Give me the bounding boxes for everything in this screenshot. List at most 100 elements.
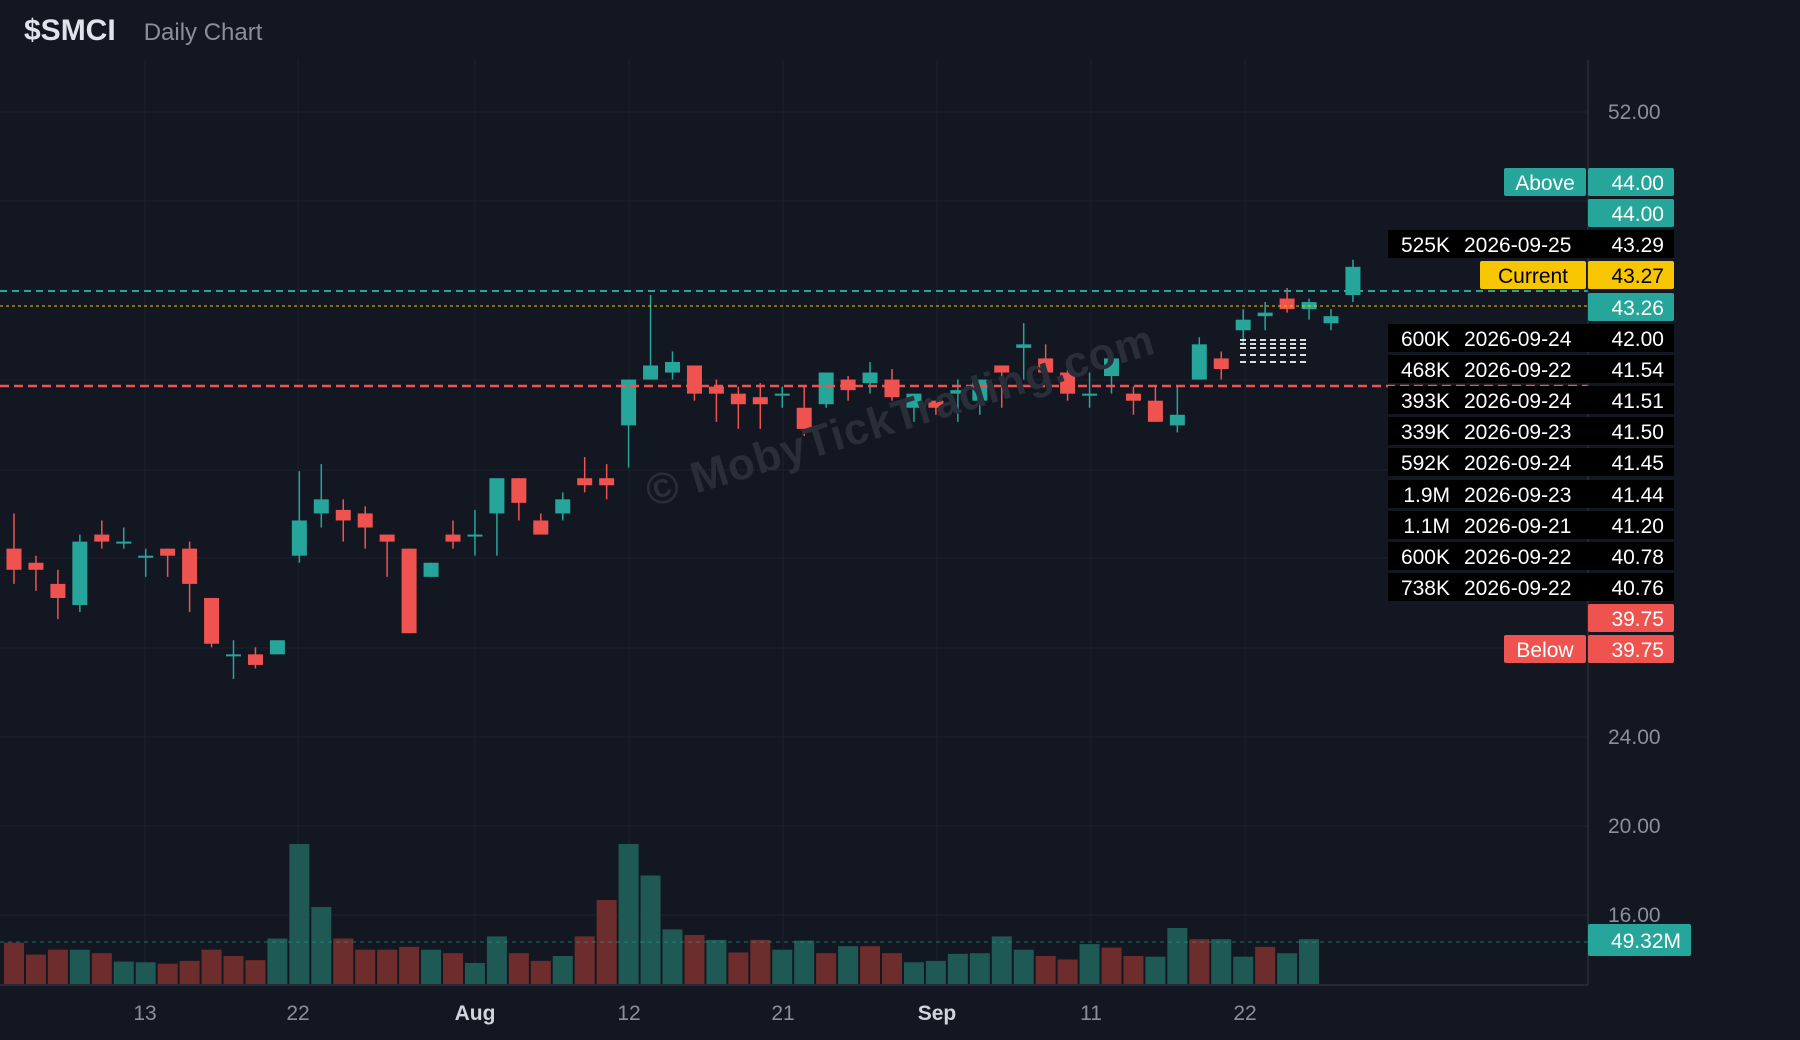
volume-bar [157,963,178,984]
trade-volume: 393K [1401,390,1450,413]
volume-bar [618,844,639,984]
trade-date: 2026-09-23 [1464,421,1571,444]
trade-price: 40.78 [1611,546,1664,569]
candle-body [138,555,154,558]
volume-bars [0,844,1588,984]
volume-bar [267,938,288,984]
volume-bar [377,949,398,984]
trade-price: 41.51 [1611,390,1664,413]
candle-body [1082,393,1098,396]
time-tick-label: 11 [1080,1002,1102,1025]
volume-bar [1255,946,1276,984]
trade-markers [1240,339,1310,363]
volume-bar [223,956,244,984]
candle-body [467,534,483,537]
time-tick-label: 22 [286,1002,309,1025]
candle-body [160,548,176,556]
candle-body [72,541,88,606]
candle-body [511,478,527,503]
trade-price: 41.54 [1611,359,1664,382]
volume-bar [1299,939,1320,984]
candle-body [774,393,790,396]
volume-bar [355,949,376,984]
candle-body [1147,400,1163,422]
volume-bar [1167,928,1188,984]
volume-bar [333,938,354,984]
trade-date: 2026-09-21 [1464,515,1571,538]
level-price: 44.00 [1611,172,1664,195]
trade-label-bg [1388,386,1674,414]
volume-bar [574,936,595,984]
candle-body [182,548,198,584]
trade-volume: 1.9M [1403,484,1450,507]
candle-body [204,597,220,644]
level-label: Below [1516,639,1574,662]
volume-bar [706,939,727,984]
candle-body [1104,358,1119,377]
price-tick-label: 16.00 [1608,904,1661,927]
candle-body [1191,344,1207,380]
volume-bar [179,960,200,984]
candle-body [269,640,285,655]
level-label-bg [1480,261,1586,289]
trade-volume: 600K [1401,328,1450,351]
candle-body [621,379,637,426]
trade-date: 2026-09-24 [1464,328,1572,351]
trade-label-bg [1388,542,1674,570]
candle-body [489,478,505,514]
trade-date: 2026-09-22 [1464,546,1571,569]
time-tick-label: 21 [771,1002,794,1025]
candle-body [643,365,659,380]
level-price: 43.27 [1611,265,1664,288]
trade-date: 2026-09-22 [1464,577,1571,600]
trade-price: 41.44 [1611,484,1664,507]
volume-bar [1101,947,1122,984]
volume-bar [640,875,661,984]
volume-bar [311,907,332,984]
candle-body [599,478,615,486]
level-label: Above [1515,172,1575,195]
level-label: Current [1498,265,1568,288]
trade-volume: 525K [1401,234,1450,257]
candle-body [1038,358,1054,373]
volume-bar [69,949,90,984]
candle-body [994,365,1010,373]
volume-bar [750,939,771,984]
volume-bar [947,953,968,984]
chart-grid [0,60,1588,985]
volume-bar [530,960,551,984]
trade-label-bg [1388,480,1674,508]
candle-body [577,478,593,486]
volume-readout: 49.32M [1611,930,1681,953]
level-price-bg [1588,261,1674,289]
volume-bar [1035,956,1056,984]
volume-readout-bg [1588,924,1691,956]
trade-price: 43.29 [1611,234,1664,257]
trade-price: 41.50 [1611,421,1664,444]
time-tick-label: Aug [455,1002,496,1025]
trade-volume: 1.1M [1403,515,1450,538]
volume-bar [1189,939,1210,984]
candle-body [313,499,329,514]
volume-bar [728,952,749,984]
trade-price: 40.76 [1611,577,1664,600]
candle-body [1060,372,1076,394]
candle-body [226,654,241,657]
candle-body [1279,298,1295,310]
trade-label-bg [1388,511,1674,539]
candle-body [357,513,373,528]
volume-bar [464,963,485,984]
candle-body [1125,393,1141,401]
trade-date: 2026-09-25 [1464,234,1571,257]
volume-bar [925,960,946,984]
time-tick-label: 13 [133,1002,156,1025]
trade-volume: 339K [1401,421,1450,444]
trade-volume: 468K [1401,359,1450,382]
candle-body [50,583,66,598]
candle-body [708,386,724,394]
candle-body [555,499,571,514]
trade-label-bg [1388,417,1674,445]
trade-date: 2026-09-22 [1464,359,1571,382]
level-price: 44.00 [1611,203,1664,226]
